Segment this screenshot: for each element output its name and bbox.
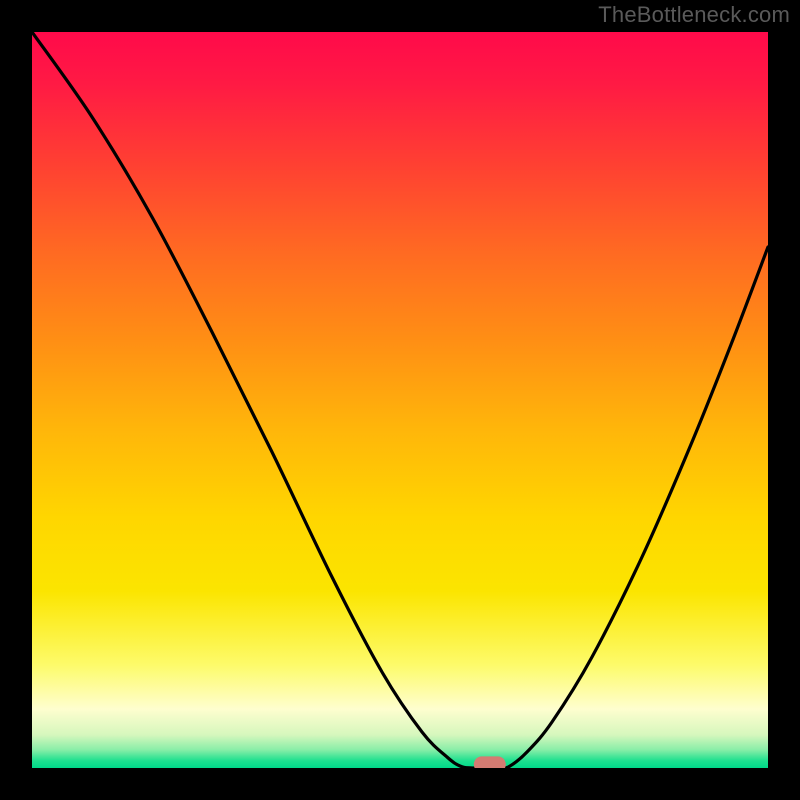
chart-root: TheBottleneck.com bbox=[0, 0, 800, 800]
plot-background bbox=[32, 32, 768, 768]
chart-svg bbox=[0, 0, 800, 800]
watermark-text: TheBottleneck.com bbox=[598, 2, 790, 28]
